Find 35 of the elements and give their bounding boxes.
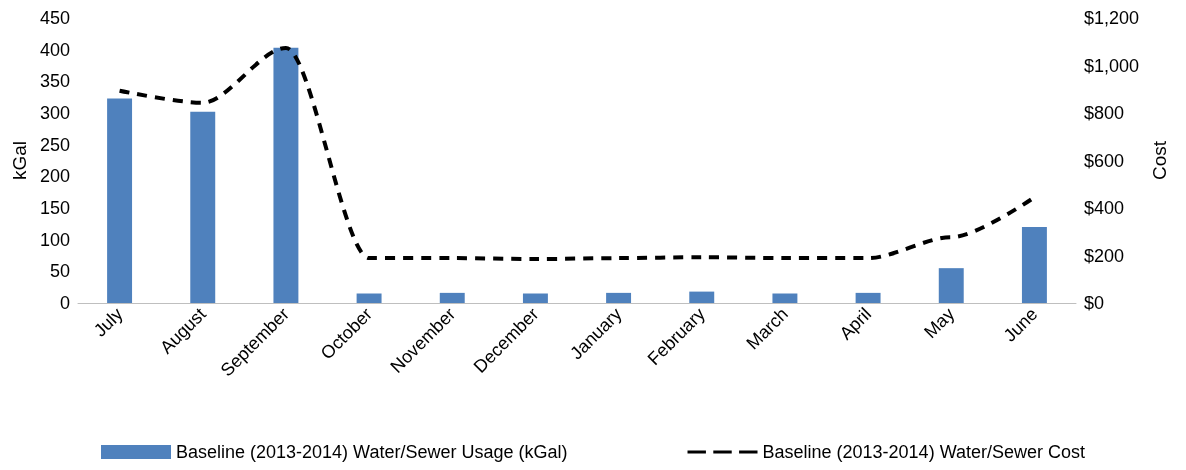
legend-label: Baseline (2013-2014) Water/Sewer Cost [762,442,1086,462]
x-tick-label: May [920,303,959,343]
bar [772,293,798,303]
y2-tick-label: $600 [1084,150,1125,171]
y-tick-label: 450 [39,8,70,28]
bar [356,293,382,303]
y-tick-label: 150 [39,198,70,218]
bar [439,292,465,303]
y2-tick-label: $800 [1084,103,1125,123]
y-tick-label: 0 [59,293,70,313]
y-tick-label: 350 [39,71,70,92]
bar [190,111,216,303]
bar [1021,227,1047,303]
y-tick-label: 300 [39,103,70,123]
bar [606,292,632,303]
y-tick-label: 250 [39,134,70,155]
y-tick-label: 100 [39,229,70,250]
bar [855,292,881,303]
bar [273,47,299,303]
legend-label: Baseline (2013-2014) Water/Sewer Usage (kGal) [176,442,568,462]
x-tick-label: July [89,303,127,341]
y2-tick-label: $1,200 [1084,8,1140,28]
y2-axis-title: Cost [1148,140,1170,181]
bar [689,291,715,303]
bar [107,98,133,303]
y2-tick-label: $400 [1084,198,1125,218]
y2-tick-label: $200 [1084,245,1125,266]
y-axis-title: kGal [9,140,31,181]
bar [938,268,964,303]
y-tick-label: 400 [39,39,70,60]
y-tick-label: 50 [49,261,70,282]
y2-tick-label: $1,000 [1084,55,1140,76]
bar [522,293,548,303]
y-tick-label: 200 [39,166,70,187]
y2-tick-label: $0 [1084,293,1105,313]
